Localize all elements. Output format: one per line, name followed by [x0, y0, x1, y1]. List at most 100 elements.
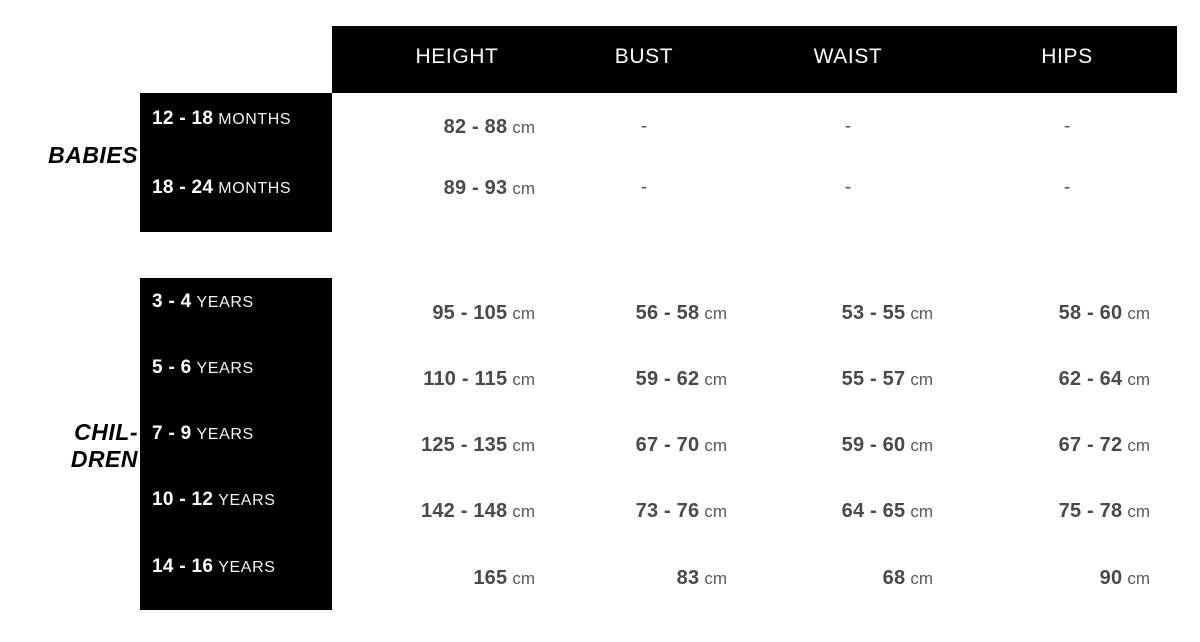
babies-size-block — [140, 93, 332, 232]
size-range: 5 - 6 — [152, 357, 192, 378]
cell-value: 59 - 62 — [635, 368, 700, 390]
cell-unit: cm — [1127, 304, 1150, 323]
cell-babies-1-waist: - — [844, 177, 852, 198]
size-label-babies-0: 12 - 18 MONTHS — [152, 108, 291, 130]
cell-unit: cm — [910, 569, 933, 588]
cell-value: 68 — [882, 567, 906, 589]
cell-unit: cm — [1127, 569, 1150, 588]
cell-unit: cm — [512, 502, 535, 521]
cell-babies-0-hips: - — [1063, 116, 1071, 137]
cell-value: 142 - 148 — [421, 500, 508, 522]
cell-unit: cm — [1127, 502, 1150, 521]
cell-unit: cm — [910, 370, 933, 389]
cell-unit: cm — [704, 569, 727, 588]
cell-value: 110 - 115 — [423, 368, 508, 390]
size-range: 14 - 16 — [152, 556, 214, 577]
cell-unit: cm — [704, 304, 727, 323]
cell-value: 59 - 60 — [841, 434, 906, 456]
children-size-block — [140, 278, 332, 610]
cell-value: 53 - 55 — [841, 302, 906, 324]
cell-babies-1-height: 89 - 93 cm — [444, 177, 535, 200]
cell-children-2-bust: 67 - 70 cm — [636, 434, 727, 457]
cell-children-1-height: 110 - 115 cm — [423, 368, 535, 391]
cell-value: 75 - 78 — [1058, 500, 1123, 522]
cell-value: 55 - 57 — [841, 368, 906, 390]
cell-value: 95 - 105 — [432, 302, 508, 324]
cell-babies-0-height: 82 - 88 cm — [444, 116, 535, 139]
cell-children-0-height: 95 - 105 cm — [432, 302, 535, 325]
cell-children-4-bust: 83 cm — [677, 567, 727, 590]
cell-unit: cm — [704, 436, 727, 455]
size-label-babies-1: 18 - 24 MONTHS — [152, 177, 291, 199]
cell-children-3-height: 142 - 148 cm — [421, 500, 535, 523]
size-range: 12 - 18 — [152, 108, 214, 129]
column-header-hips: HIPS — [1041, 45, 1093, 68]
cell-unit: cm — [910, 304, 933, 323]
cell-unit: cm — [910, 502, 933, 521]
cell-unit: cm — [910, 436, 933, 455]
cell-value: 67 - 72 — [1058, 434, 1123, 456]
cell-children-4-height: 165 cm — [473, 567, 535, 590]
size-range: 18 - 24 — [152, 177, 214, 198]
cell-children-0-hips: 58 - 60 cm — [1059, 302, 1150, 325]
size-unit: YEARS — [196, 426, 254, 443]
cell-children-2-waist: 59 - 60 cm — [842, 434, 933, 457]
cell-value: 165 — [473, 567, 508, 589]
cell-unit: cm — [512, 118, 535, 137]
group-label-children: CHIL- DREN — [70, 419, 138, 473]
cell-children-2-height: 125 - 135 cm — [421, 434, 535, 457]
cell-children-2-hips: 67 - 72 cm — [1059, 434, 1150, 457]
cell-babies-0-waist: - — [844, 116, 852, 137]
cell-value: 58 - 60 — [1058, 302, 1123, 324]
cell-value: 90 — [1099, 567, 1123, 589]
cell-babies-1-bust: - — [640, 177, 648, 198]
size-label-children-2: 7 - 9 YEARS — [152, 423, 254, 445]
cell-value: 73 - 76 — [635, 500, 700, 522]
cell-value: 56 - 58 — [635, 302, 700, 324]
size-range: 7 - 9 — [152, 423, 192, 444]
cell-children-0-waist: 53 - 55 cm — [842, 302, 933, 325]
cell-children-0-bust: 56 - 58 cm — [636, 302, 727, 325]
cell-babies-0-bust: - — [640, 116, 648, 137]
cell-children-3-bust: 73 - 76 cm — [636, 500, 727, 523]
cell-children-1-hips: 62 - 64 cm — [1059, 368, 1150, 391]
cell-unit: cm — [512, 304, 535, 323]
cell-value: 125 - 135 — [421, 434, 508, 456]
cell-unit: cm — [512, 370, 535, 389]
size-unit: MONTHS — [218, 111, 292, 128]
cell-value: 83 — [676, 567, 700, 589]
cell-unit: cm — [512, 436, 535, 455]
cell-children-4-hips: 90 cm — [1100, 567, 1150, 590]
cell-value: 67 - 70 — [635, 434, 700, 456]
cell-children-1-bust: 59 - 62 cm — [636, 368, 727, 391]
size-range: 10 - 12 — [152, 489, 214, 510]
cell-unit: cm — [512, 569, 535, 588]
cell-unit: cm — [704, 370, 727, 389]
cell-babies-1-hips: - — [1063, 177, 1071, 198]
size-range: 3 - 4 — [152, 291, 192, 312]
cell-value: 64 - 65 — [841, 500, 906, 522]
cell-children-1-waist: 55 - 57 cm — [842, 368, 933, 391]
cell-children-4-waist: 68 cm — [883, 567, 933, 590]
column-header-waist: WAIST — [813, 45, 883, 68]
cell-unit: cm — [1127, 370, 1150, 389]
cell-value: 89 - 93 — [443, 177, 508, 199]
cell-unit: cm — [1127, 436, 1150, 455]
size-unit: YEARS — [196, 360, 254, 377]
cell-children-3-waist: 64 - 65 cm — [842, 500, 933, 523]
size-label-children-4: 14 - 16 YEARS — [152, 556, 276, 578]
cell-unit: cm — [704, 502, 727, 521]
group-label-babies: BABIES — [48, 142, 138, 168]
size-label-children-0: 3 - 4 YEARS — [152, 291, 254, 313]
size-unit: YEARS — [218, 492, 276, 509]
size-unit: YEARS — [196, 294, 254, 311]
size-label-children-1: 5 - 6 YEARS — [152, 357, 254, 379]
size-label-children-3: 10 - 12 YEARS — [152, 489, 276, 511]
size-unit: MONTHS — [218, 180, 292, 197]
cell-unit: cm — [512, 179, 535, 198]
size-unit: YEARS — [218, 559, 276, 576]
column-header-bust: BUST — [614, 45, 674, 68]
cell-children-3-hips: 75 - 78 cm — [1059, 500, 1150, 523]
cell-value: 62 - 64 — [1058, 368, 1123, 390]
